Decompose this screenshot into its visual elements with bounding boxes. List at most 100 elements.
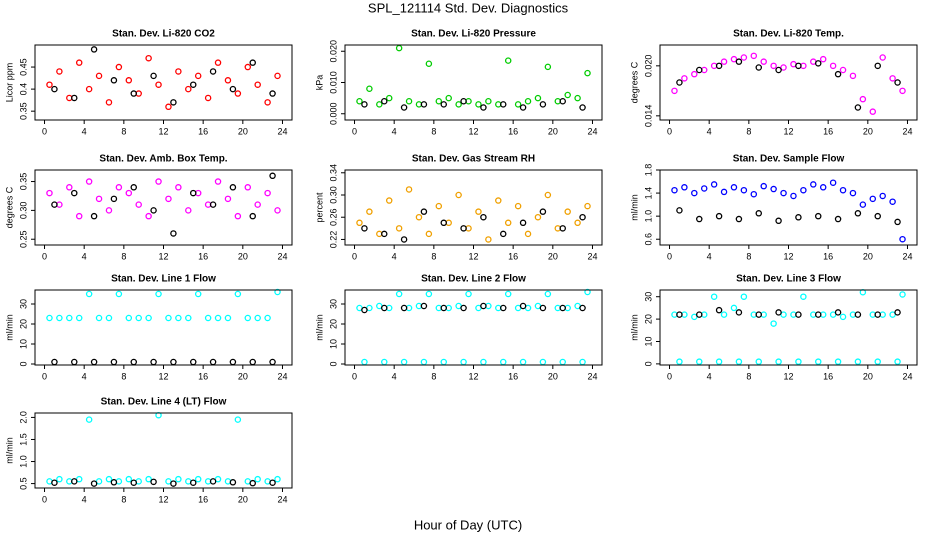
point [755, 311, 763, 318]
point [165, 314, 172, 322]
x-tick-label: 4 [82, 126, 87, 136]
point [170, 230, 177, 237]
point [854, 311, 862, 318]
point [775, 358, 782, 365]
point [165, 195, 172, 203]
point [544, 290, 552, 298]
point [145, 212, 152, 220]
point [209, 201, 217, 208]
point [385, 197, 393, 204]
point [90, 46, 98, 53]
point [440, 219, 448, 227]
point [145, 314, 152, 322]
panel-title: Stan. Dev. Line 4 (LT) Flow [101, 397, 227, 408]
point [800, 186, 807, 194]
point [90, 358, 98, 366]
point [894, 309, 901, 316]
y-tick-label: 0 [18, 361, 28, 366]
point [829, 311, 837, 318]
point [874, 62, 881, 70]
x-tick-label: 20 [863, 371, 873, 381]
point [420, 208, 428, 215]
point [56, 68, 63, 75]
point [691, 313, 698, 321]
point [66, 184, 73, 191]
point [145, 54, 152, 62]
point [849, 72, 857, 80]
point [480, 104, 487, 111]
point [376, 101, 383, 108]
plot-frame [659, 44, 918, 121]
plot-frame [659, 289, 918, 366]
y-tick-label: 0.010 [328, 71, 338, 94]
point [480, 358, 487, 366]
panel: Stan. Dev. Line 4 (LT) Flow ml/min 0 4 8 12 16… [4, 397, 293, 504]
point [274, 288, 281, 296]
point [559, 358, 566, 366]
point [105, 314, 113, 322]
x-tick-label: 0 [352, 371, 357, 381]
point [676, 311, 683, 318]
point [514, 202, 522, 210]
point [760, 58, 767, 65]
plot-frame [344, 169, 603, 246]
point [185, 207, 192, 214]
plot-frame [344, 44, 603, 121]
x-tick-label: 8 [746, 251, 751, 261]
x-tick-label: 24 [587, 371, 597, 381]
point [854, 358, 862, 365]
point [504, 219, 512, 227]
panel: Stan. Dev. Gas Stream RH percent 0 4 8 12 16 20… [314, 154, 603, 261]
point [425, 60, 433, 68]
y-tick-label: 10 [328, 339, 338, 349]
point [720, 188, 728, 196]
point [115, 290, 123, 298]
x-tick-label: 4 [82, 371, 87, 381]
x-tick-label: 0 [42, 251, 47, 261]
point [425, 230, 433, 238]
x-tick-label: 4 [392, 371, 397, 381]
y-tick-label: 10 [643, 336, 653, 346]
point [534, 213, 542, 221]
panel-title: Stan. Dev. Gas Stream RH [412, 154, 535, 165]
point [874, 358, 881, 365]
point [671, 186, 678, 194]
point [115, 63, 123, 71]
point [56, 475, 63, 483]
point [264, 99, 271, 106]
x-tick-label: 0 [42, 371, 47, 381]
point [834, 358, 842, 365]
point [145, 475, 152, 483]
point [696, 215, 703, 223]
x-tick-label: 20 [238, 494, 248, 504]
x-axis-label: Hour of Day (UTC) [414, 517, 522, 532]
point [869, 195, 877, 203]
point [115, 184, 123, 191]
y-tick-label: 20 [328, 319, 338, 329]
point [839, 313, 847, 321]
point [715, 358, 723, 365]
point [579, 358, 586, 366]
point [175, 68, 182, 75]
point [874, 212, 881, 220]
y-tick-label: 0.014 [643, 105, 653, 128]
point [95, 195, 103, 203]
point [440, 304, 448, 312]
point [400, 358, 408, 366]
point [790, 192, 797, 200]
y-tick-label: 0.020 [328, 40, 338, 63]
point [854, 210, 862, 217]
point [681, 184, 688, 191]
point [584, 69, 591, 77]
point [730, 184, 738, 191]
x-tick-label: 4 [82, 494, 87, 504]
point [814, 358, 822, 365]
panel: Stan. Dev. Li-820 CO2 Licor ppm 0 4 8 12 16 20 2… [4, 29, 293, 136]
point [150, 358, 157, 366]
point [735, 358, 743, 365]
x-tick-label: 20 [548, 251, 558, 261]
y-tick-label: 0.26 [328, 208, 338, 226]
y-tick-label: 20 [18, 319, 28, 329]
point [170, 99, 177, 106]
point [755, 64, 763, 71]
